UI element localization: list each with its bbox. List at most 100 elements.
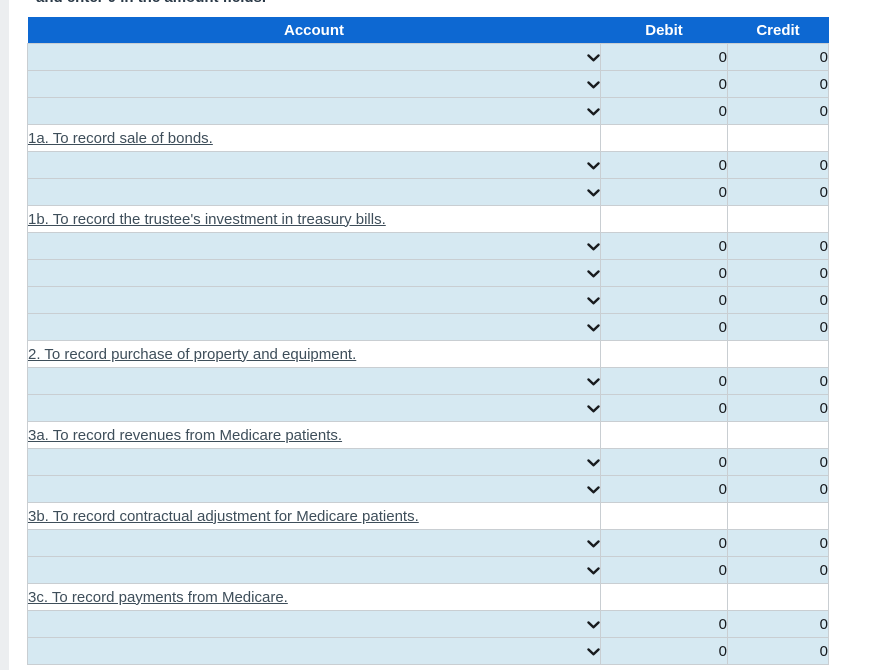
debit-amount-input[interactable]: 0 [600,556,728,584]
credit-amount-input[interactable]: 0 [727,529,829,557]
credit-amount-input[interactable]: 0 [727,610,829,638]
debit-amount-input[interactable]: 0 [600,151,728,179]
account-select[interactable] [27,367,601,395]
debit-empty-cell [600,583,728,611]
credit-amount-input[interactable]: 0 [727,313,829,341]
chevron-down-icon [587,458,600,467]
account-select[interactable] [27,178,601,206]
credit-empty-cell [727,502,829,530]
credit-amount-input[interactable]: 0 [727,43,829,71]
entry-description-text: 3a. To record revenues from Medicare pat… [28,426,343,444]
chevron-down-icon [587,80,600,89]
account-select[interactable] [27,70,601,98]
credit-amount-input[interactable]: 0 [727,178,829,206]
debit-amount-input[interactable]: 0 [600,97,728,125]
account-select[interactable] [27,529,601,557]
debit-amount-input[interactable]: 0 [600,178,728,206]
journal-table-header: Account Debit Credit [27,17,829,44]
debit-amount-input[interactable]: 0 [600,70,728,98]
credit-amount-input[interactable]: 0 [727,232,829,260]
debit-amount-input[interactable]: 0 [600,637,728,665]
credit-amount-input[interactable]: 0 [727,475,829,503]
credit-empty-cell [727,421,829,449]
chevron-down-icon [587,647,600,656]
account-select[interactable] [27,286,601,314]
entry-description: 3a. To record revenues from Medicare pat… [27,421,601,449]
debit-amount-input[interactable]: 0 [600,313,728,341]
credit-empty-cell [727,340,829,368]
credit-column-header: Credit [727,17,829,44]
account-select[interactable] [27,637,601,665]
account-column-header: Account [27,17,601,44]
credit-amount-input[interactable]: 0 [727,97,829,125]
journal-entry-table-container: Account Debit Credit 0 0 0 0 0 0 1a. To record… [27,17,829,665]
debit-column-header: Debit [600,17,728,44]
page-left-gutter [0,0,9,670]
description-row: 1a. To record sale of bonds. [27,124,829,152]
account-select[interactable] [27,448,601,476]
entry-description-text: 3b. To record contractual adjustment for… [28,507,419,525]
credit-amount-input[interactable]: 0 [727,367,829,395]
debit-amount-input[interactable]: 0 [600,448,728,476]
debit-amount-input[interactable]: 0 [600,43,728,71]
credit-amount-input[interactable]: 0 [727,394,829,422]
account-select[interactable] [27,97,601,125]
chevron-down-icon [587,242,600,251]
debit-empty-cell [600,205,728,233]
account-select[interactable] [27,394,601,422]
description-row: 3c. To record payments from Medicare. [27,583,829,611]
journal-table-body: 0 0 0 0 0 0 1a. To record sale of bonds. 0 0 0 0 1b… [27,43,829,665]
account-select[interactable] [27,232,601,260]
credit-amount-input[interactable]: 0 [727,556,829,584]
description-row: 2. To record purchase of property and eq… [27,340,829,368]
description-row: 3b. To record contractual adjustment for… [27,502,829,530]
account-select[interactable] [27,151,601,179]
debit-amount-input[interactable]: 0 [600,259,728,287]
credit-amount-input[interactable]: 0 [727,151,829,179]
chevron-down-icon [587,485,600,494]
chevron-down-icon [587,323,600,332]
debit-amount-input[interactable]: 0 [600,232,728,260]
credit-amount-input[interactable]: 0 [727,637,829,665]
entry-description-text: 2. To record purchase of property and eq… [28,345,357,363]
account-select[interactable] [27,475,601,503]
debit-amount-input[interactable]: 0 [600,286,728,314]
account-select[interactable] [27,43,601,71]
account-select[interactable] [27,556,601,584]
debit-amount-input[interactable]: 0 [600,367,728,395]
chevron-down-icon [587,404,600,413]
entry-description: 2. To record purchase of property and eq… [27,340,601,368]
clipped-instruction: and enter 0 in the amount fields. [36,0,736,8]
account-select[interactable] [27,313,601,341]
credit-amount-input[interactable]: 0 [727,259,829,287]
credit-empty-cell [727,583,829,611]
debit-empty-cell [600,340,728,368]
debit-amount-input[interactable]: 0 [600,475,728,503]
entry-description: 1a. To record sale of bonds. [27,124,601,152]
credit-amount-input[interactable]: 0 [727,286,829,314]
debit-amount-input[interactable]: 0 [600,529,728,557]
credit-amount-input[interactable]: 0 [727,70,829,98]
debit-amount-input[interactable]: 0 [600,394,728,422]
chevron-down-icon [587,188,600,197]
chevron-down-icon [587,539,600,548]
chevron-down-icon [587,107,600,116]
account-select[interactable] [27,259,601,287]
account-select[interactable] [27,610,601,638]
chevron-down-icon [587,53,600,62]
debit-amount-input[interactable]: 0 [600,610,728,638]
chevron-down-icon [587,620,600,629]
credit-amount-input[interactable]: 0 [727,448,829,476]
